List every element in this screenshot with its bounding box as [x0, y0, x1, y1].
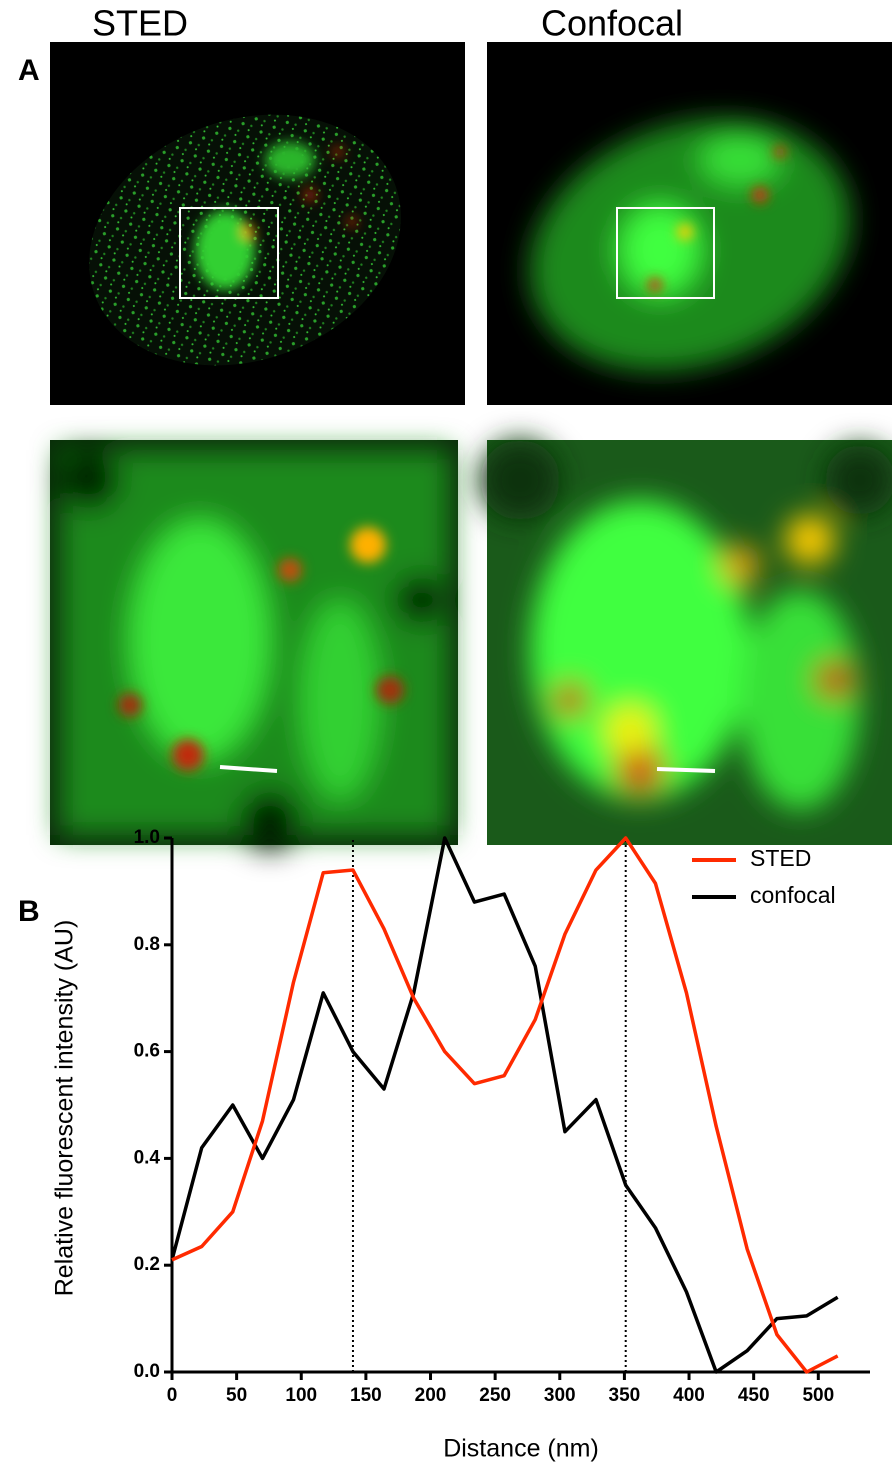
- y-tick-label: 1.0: [134, 827, 160, 848]
- y-tick-label: 0.8: [134, 934, 160, 955]
- y-tick-label: 0.4: [134, 1147, 161, 1168]
- x-tick-label: 250: [479, 1385, 511, 1406]
- micrograph: [50, 42, 465, 405]
- x-tick-label: 150: [350, 1385, 382, 1406]
- x-tick-label: 100: [285, 1385, 317, 1406]
- image-title: Confocal: [541, 3, 683, 44]
- panel-label: B: [18, 895, 40, 928]
- x-tick-label: 300: [544, 1385, 576, 1406]
- y-axis-label: Relative fluorescent intensity (AU): [51, 920, 79, 1297]
- x-tick-label: 0: [167, 1385, 178, 1406]
- micrograph: [480, 440, 892, 845]
- legend-label: STED: [750, 845, 811, 871]
- image-title: STED: [92, 3, 188, 44]
- x-tick-label: 50: [226, 1385, 247, 1406]
- legend-label: confocal: [750, 882, 836, 908]
- micrograph: [50, 440, 458, 850]
- line-series: [170, 836, 839, 1374]
- x-tick-label: 500: [802, 1385, 834, 1406]
- x-tick-label: 450: [738, 1385, 770, 1406]
- x-axis-label: Distance (nm): [443, 1435, 599, 1463]
- y-tick-label: 0.2: [134, 1254, 160, 1275]
- panel-label: A: [18, 54, 40, 87]
- micrograph: [487, 42, 892, 405]
- x-tick-label: 200: [415, 1385, 447, 1406]
- x-tick-label: 350: [609, 1385, 641, 1406]
- y-tick-label: 0.6: [134, 1041, 160, 1062]
- line-series: [171, 836, 839, 1374]
- y-tick-label: 0.0: [134, 1361, 160, 1382]
- x-tick-label: 400: [673, 1385, 705, 1406]
- line-chart: 0.0 0.2 0.4 0.6 0.8 1.0 0 50 100 150 200 250 300 350 4…: [51, 827, 870, 1463]
